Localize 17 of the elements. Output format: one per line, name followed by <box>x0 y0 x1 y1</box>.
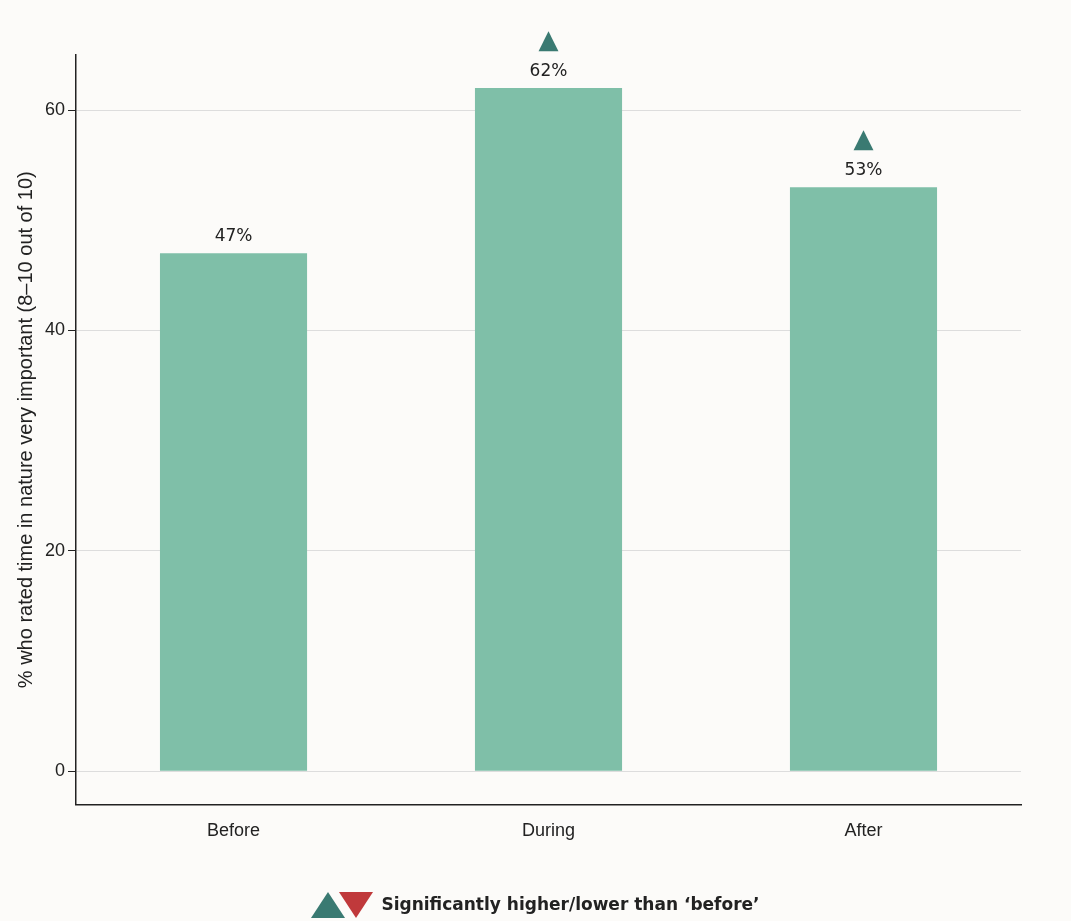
y-tick-label: 0 <box>55 760 66 781</box>
y-axis-title: % who rated time in nature very important (8–10 out of 10) <box>13 171 36 689</box>
data-label: 62% <box>529 59 568 80</box>
x-tick-label: After <box>844 820 883 841</box>
bar <box>474 88 623 771</box>
annotation: ▲ <box>538 23 559 54</box>
y-tick-label: 20 <box>44 539 66 560</box>
x-tick-label: During <box>522 820 576 841</box>
x-tick-label: Before <box>206 820 261 841</box>
y-tick-label: 60 <box>44 99 66 120</box>
data-label: 47% <box>214 225 253 246</box>
bar <box>159 253 308 771</box>
annotation: ▲ <box>853 123 874 153</box>
text: Significantly higher/lower than ‘before’ <box>381 894 760 914</box>
bar <box>789 187 938 771</box>
data-label: 53% <box>844 159 883 180</box>
y-tick-label: 40 <box>44 319 66 340</box>
